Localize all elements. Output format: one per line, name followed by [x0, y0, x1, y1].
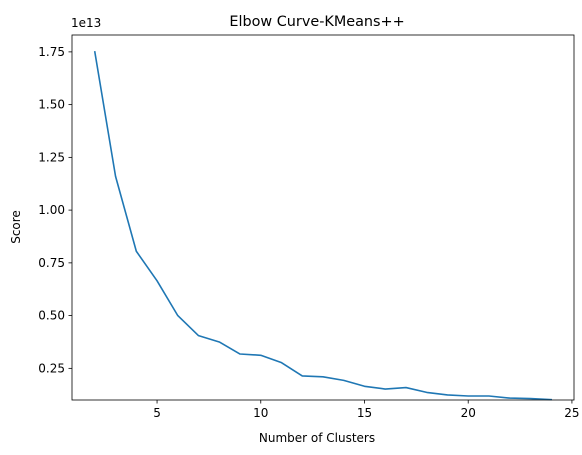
y-offset-label: 1e13 [71, 16, 101, 30]
y-tick-label: 0.75 [38, 256, 65, 270]
y-axis-label: Score [9, 210, 23, 244]
chart-title: Elbow Curve-KMeans++ [229, 14, 404, 30]
y-tick-label: 1.50 [38, 98, 65, 112]
series-line-score [93, 50, 553, 401]
x-tick-label: 20 [461, 406, 476, 420]
y-tick-label: 0.25 [38, 361, 65, 375]
x-tick-label: 15 [357, 406, 372, 420]
y-axis-ticks: 0.25 0.50 0.75 1.00 1.25 1.50 1.75 [38, 45, 72, 375]
y-tick-label: 1.00 [38, 203, 65, 217]
x-axis-label: Number of Clusters [259, 431, 375, 445]
y-tick-label: 1.75 [38, 45, 65, 59]
axes-frame [71, 34, 575, 401]
y-tick-label: 0.50 [38, 309, 65, 323]
x-tick-label: 10 [253, 406, 268, 420]
x-tick-label: 5 [153, 406, 161, 420]
x-axis-ticks: 5 10 15 20 25 [153, 400, 580, 420]
x-tick-label: 25 [564, 406, 579, 420]
y-tick-label: 1.25 [38, 150, 65, 164]
